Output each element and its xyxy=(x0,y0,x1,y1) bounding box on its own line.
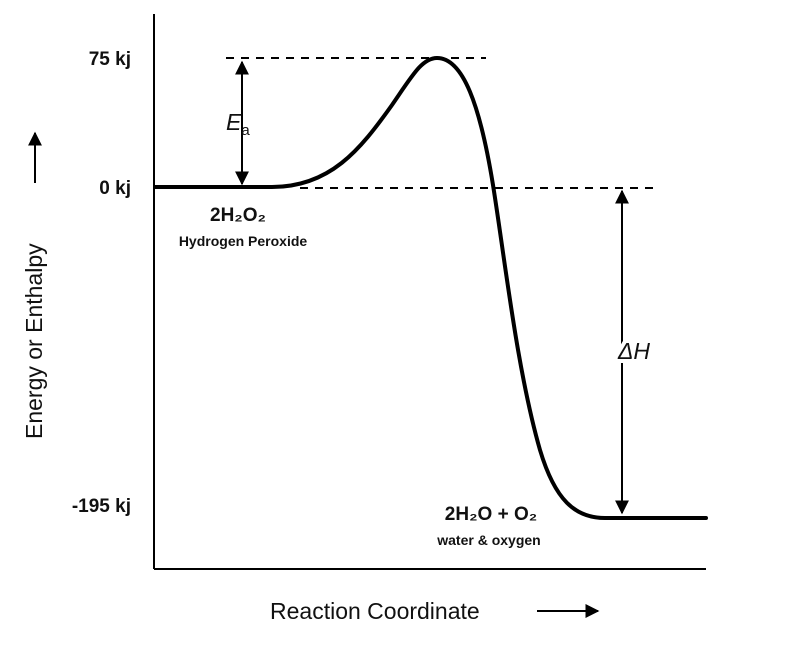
product-name: water & oxygen xyxy=(436,532,540,548)
tick-label-75: 75 kj xyxy=(89,49,131,70)
reaction-curve xyxy=(153,56,708,520)
reactant-formula: 2H₂O₂ xyxy=(210,205,266,226)
tick-label-0: 0 kj xyxy=(99,178,131,199)
y-axis-title: Energy or Enthalpy xyxy=(21,243,47,439)
x-axis-title: Reaction Coordinate xyxy=(270,598,480,624)
enthalpy-change-label-text: ΔH xyxy=(617,338,650,364)
activation-energy-label: Ea xyxy=(226,109,250,139)
reactant-name: Hydrogen Peroxide xyxy=(179,233,308,249)
enthalpy-change-label: ΔH xyxy=(617,338,650,364)
product-formula: 2H₂O + O₂ xyxy=(445,504,537,525)
tick-label-neg195: -195 kj xyxy=(72,496,131,517)
